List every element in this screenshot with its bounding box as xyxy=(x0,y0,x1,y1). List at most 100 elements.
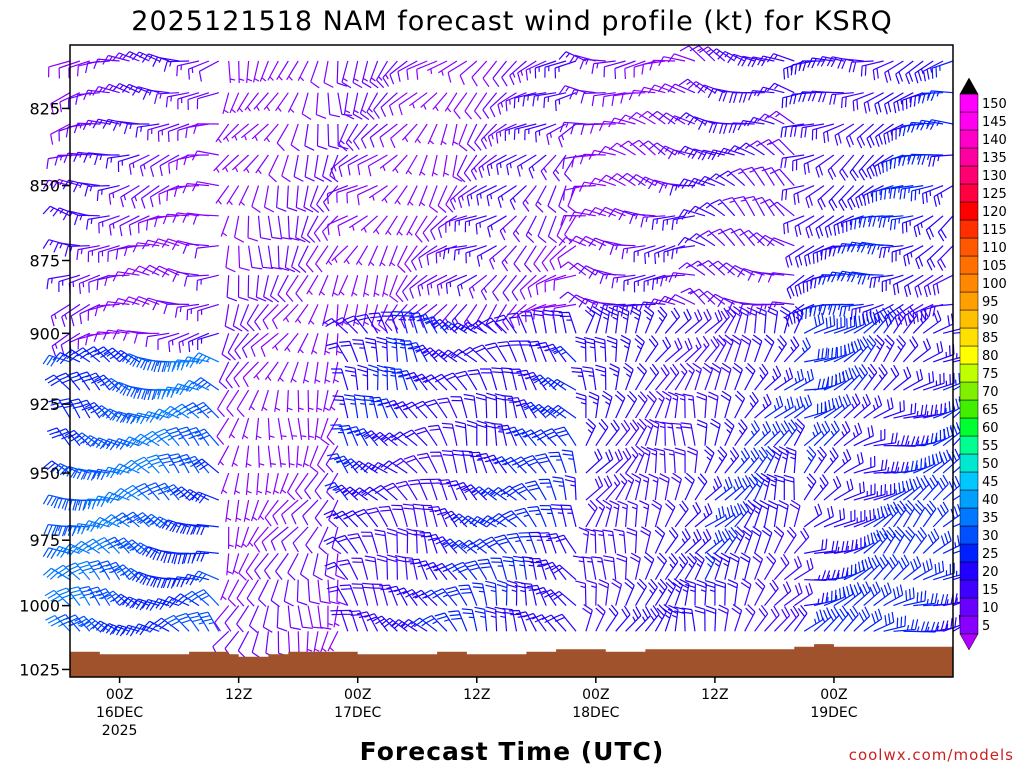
wind-barb xyxy=(68,60,90,79)
wind-barb xyxy=(689,45,716,62)
wind-barb xyxy=(159,154,180,177)
wind-barb xyxy=(521,401,547,419)
wind-barb xyxy=(307,304,319,325)
wind-barb xyxy=(711,552,723,580)
wind-barb xyxy=(245,445,252,468)
wind-barb xyxy=(922,474,939,501)
wind-barb xyxy=(813,589,837,607)
wind-barb xyxy=(582,366,597,391)
wind-barb xyxy=(264,499,279,527)
wind-barb xyxy=(768,201,795,217)
wind-barb xyxy=(463,393,478,419)
wind-barb xyxy=(602,499,613,528)
wind-barb xyxy=(524,303,547,323)
wind-barb xyxy=(843,422,863,447)
wind-barb xyxy=(740,578,752,606)
wind-barb xyxy=(843,452,864,474)
wind-barb xyxy=(734,390,746,419)
wind-barb xyxy=(752,196,775,217)
wind-barb xyxy=(518,532,537,554)
wind-barb xyxy=(893,366,912,391)
wind-barb xyxy=(486,154,507,177)
wind-barb xyxy=(397,245,408,273)
wind-barb xyxy=(373,92,388,119)
wind-barb xyxy=(257,245,274,269)
wind-barb xyxy=(178,332,200,353)
wind-barb xyxy=(296,445,303,468)
wind-barb xyxy=(450,348,478,363)
wind-barb xyxy=(120,185,140,208)
wind-barb xyxy=(324,361,331,384)
wind-barb xyxy=(833,605,849,632)
wind-barb xyxy=(357,364,369,391)
wind-barb xyxy=(647,298,676,309)
wind-barb xyxy=(422,589,448,607)
wind-barb xyxy=(687,205,716,217)
wind-barb xyxy=(873,527,889,554)
wind-barb xyxy=(552,476,567,501)
wind-barb xyxy=(93,58,120,70)
wind-barb xyxy=(132,433,160,447)
colorbar-label: 75 xyxy=(982,367,999,382)
wind-barb xyxy=(416,60,438,80)
wind-barb xyxy=(803,421,822,447)
wind-barb xyxy=(271,303,289,330)
wind-barb xyxy=(783,555,803,581)
wind-barb xyxy=(873,432,898,447)
wind-barb xyxy=(724,446,740,474)
wind-barb xyxy=(344,394,359,419)
wind-barb xyxy=(442,245,467,260)
wind-barb xyxy=(873,303,894,326)
wind-barb xyxy=(813,346,838,363)
wind-barb xyxy=(408,312,428,334)
wind-barb xyxy=(654,526,666,554)
wind-barb xyxy=(639,500,650,527)
wind-barb xyxy=(453,92,468,120)
wind-barb xyxy=(295,215,306,243)
wind-barb xyxy=(638,110,666,125)
wind-barb xyxy=(730,228,756,247)
wind-barb xyxy=(163,552,190,564)
wind-barb xyxy=(359,92,370,121)
wind-barb xyxy=(335,553,346,580)
wind-barb xyxy=(698,290,726,305)
wind-barb xyxy=(422,615,448,632)
wind-barb xyxy=(595,449,614,474)
wind-barb xyxy=(122,624,150,637)
wind-barb xyxy=(651,499,663,528)
wind-barb xyxy=(132,412,160,425)
wind-barb xyxy=(339,584,359,606)
wind-barb xyxy=(793,604,808,632)
wind-barb xyxy=(224,605,240,632)
wind-barb xyxy=(610,303,636,317)
y-tick-label: 900 xyxy=(29,324,60,343)
wind-barb xyxy=(463,154,478,182)
wind-barb xyxy=(624,60,646,80)
wind-barb xyxy=(346,185,368,204)
wind-barb xyxy=(550,504,567,528)
wind-barb xyxy=(183,402,210,419)
wind-barb xyxy=(237,631,250,659)
wind-barb xyxy=(418,245,438,269)
wind-barb xyxy=(122,459,150,474)
wind-barb xyxy=(704,445,715,474)
wind-barb xyxy=(82,435,110,448)
wind-barb xyxy=(122,267,150,278)
wind-barb xyxy=(932,449,951,474)
wind-barb xyxy=(863,395,883,419)
wind-barb xyxy=(751,334,763,363)
colorbar-label: 25 xyxy=(982,547,999,562)
wind-barb xyxy=(251,631,262,659)
wind-barb xyxy=(757,272,785,283)
wind-barb xyxy=(848,60,874,73)
wind-barb xyxy=(225,361,240,389)
wind-barb xyxy=(728,122,755,134)
wind-barb xyxy=(883,615,907,632)
wind-barb xyxy=(131,185,150,209)
colorbar-segment xyxy=(959,237,979,257)
wind-barb xyxy=(401,123,418,143)
wind-barb xyxy=(773,553,790,581)
wind-barb xyxy=(461,450,478,474)
wind-barb xyxy=(733,196,756,217)
wind-barb xyxy=(394,185,408,205)
